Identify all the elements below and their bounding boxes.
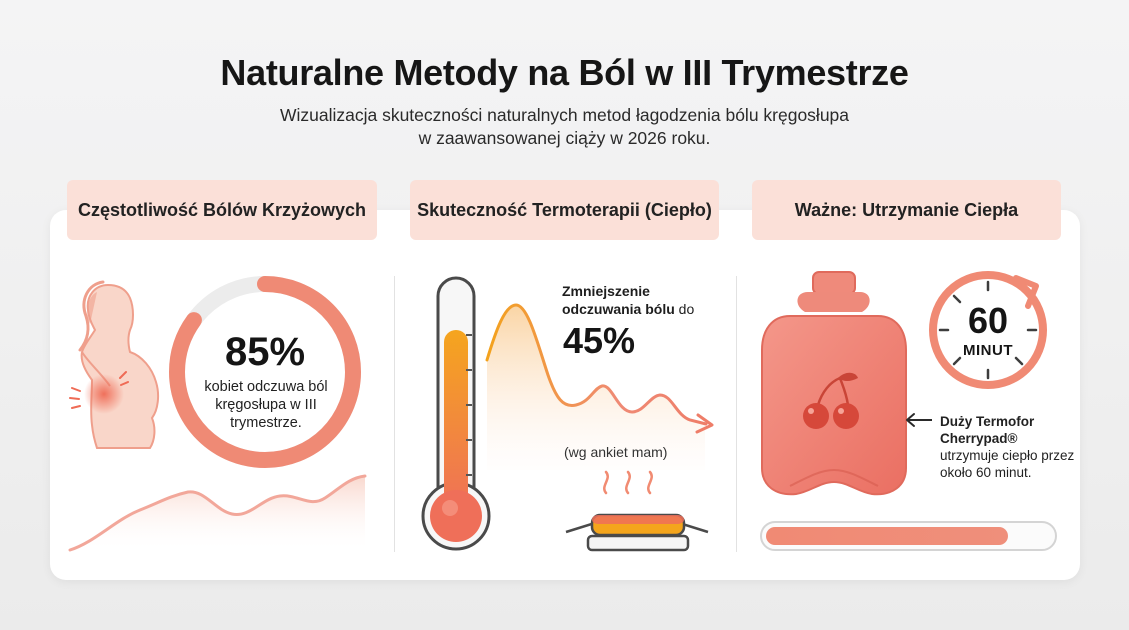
pregnant-woman-icon: [69, 280, 160, 449]
product-name: Duży Termofor Cherrypad®: [940, 414, 1035, 446]
timer-icon: [929, 271, 1047, 389]
hot-water-bottle-icon: [761, 271, 907, 496]
arrow-left-icon: [906, 413, 932, 427]
survey-source: (wg ankiet mam): [564, 444, 668, 460]
page-title: Naturalne Metody na Ból w III Trymestrze: [220, 52, 909, 93]
percentage-donut: [169, 276, 361, 468]
heat-pad-icon: [565, 470, 709, 552]
frequency-wave-icon: [68, 474, 367, 552]
divider-2: [736, 276, 737, 552]
page-subtitle-line1: Wizualizacja skuteczności naturalnych me…: [279, 105, 850, 125]
reduction-label: Zmniejszenie odczuwania bólu do: [562, 283, 695, 317]
timer-unit: MINUT: [963, 342, 1013, 359]
product-note: Duży Termofor Cherrypad® utrzymuje ciepło…: [940, 413, 1080, 481]
section-heading-keep-warm: Ważne: Utrzymanie Ciepła: [752, 180, 1061, 240]
warmth-progress-fill: [766, 527, 1008, 545]
frequency-stat-text: kobiet odczuwa ból kręgosłupa w III trym…: [204, 379, 328, 431]
page-subtitle-line2: w zaawansowanej ciąży w 2026 roku.: [418, 128, 711, 148]
pain-reduction-wave: [485, 303, 714, 470]
frequency-stat-value: 85%: [224, 330, 306, 374]
product-desc: utrzymuje ciepło przez około 60 minut.: [940, 448, 1075, 480]
thermometer-icon: [421, 276, 491, 551]
divider-1: [394, 276, 395, 552]
section-heading-thermotherapy: Skuteczność Termoterapii (Ciepło): [410, 180, 719, 240]
warmth-progress-bar: [760, 521, 1057, 551]
timer-value: 60: [967, 300, 1009, 341]
section-heading-frequency: Częstotliwość Bólów Krzyżowych: [67, 180, 377, 240]
cherry-icon: [803, 372, 859, 429]
reduction-stat-value: 45%: [563, 320, 636, 361]
